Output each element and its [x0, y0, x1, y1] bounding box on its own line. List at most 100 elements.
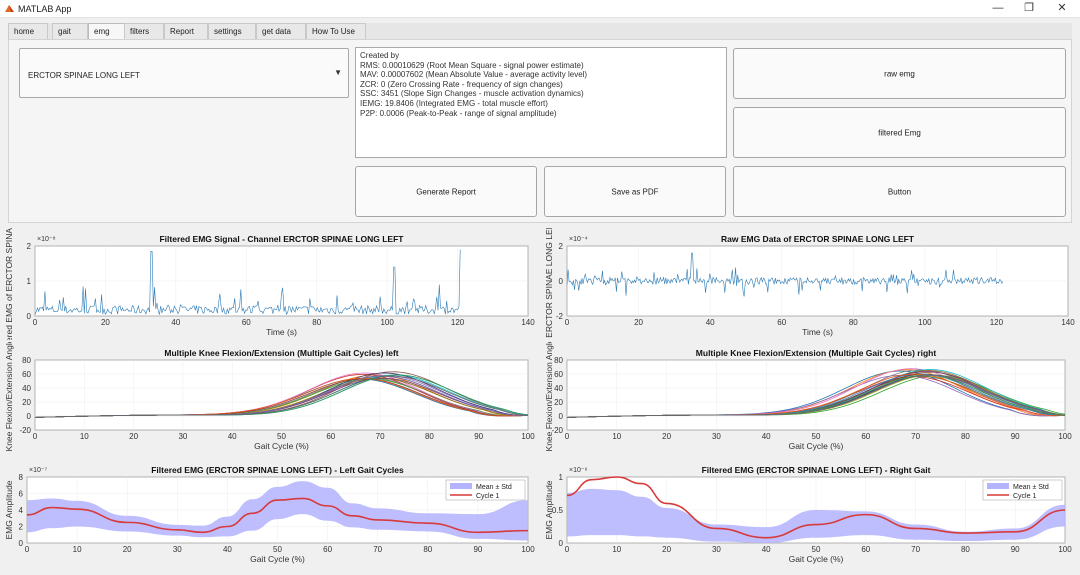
stats-line: RMS: 0.00010629 (Root Mean Square - sign…	[360, 60, 584, 70]
y-tick-label: 60	[554, 370, 563, 379]
stats-line: P2P: 0.0006 (Peak-to-Peak - range of sig…	[360, 108, 557, 118]
x-tick-label: 90	[473, 545, 482, 554]
x-tick-label: 70	[911, 432, 920, 441]
y-tick-label: 60	[22, 370, 31, 379]
gait-cycle-line	[34, 375, 529, 418]
tab-get-data[interactable]: get data	[256, 23, 306, 39]
x-tick-label: 40	[223, 545, 232, 554]
tab-filters[interactable]: filters	[124, 23, 164, 39]
maximize-button[interactable]: ❐	[1024, 2, 1034, 14]
emg-stats-textarea[interactable]: Created by RMS: 0.00010629 (Root Mean Sq…	[355, 47, 727, 158]
y-tick-label: 0	[559, 412, 564, 421]
title-bar: MATLAB App — ❐ ✕	[0, 0, 1080, 18]
x-tick-label: 40	[762, 545, 771, 554]
x-tick-label: 40	[762, 432, 771, 441]
y-axis-label: Knee Flexion/Extension Angle	[4, 342, 14, 451]
knee-flexion-right-plot[interactable]: 0 10 20 30 40 50 60 70 80 90 100-20020406080Multip…	[540, 342, 1080, 454]
x-tick-label: 60	[242, 318, 251, 327]
emg-signal-line	[34, 249, 461, 316]
matlab-icon	[5, 5, 14, 12]
tab-gait[interactable]: gait	[52, 23, 88, 39]
y-tick-label: 80	[22, 356, 31, 365]
x-tick-label: 0	[33, 318, 38, 327]
filtered-emg-signal-plot[interactable]: 0 20 40 60 80 100 120 140 0 1 2 Filtered EMG Signal…	[0, 228, 540, 340]
x-tick-label: 40	[171, 318, 180, 327]
tab-home[interactable]: home	[8, 23, 48, 39]
x-tick-label: 30	[712, 432, 721, 441]
tab-emg[interactable]: emg	[88, 23, 126, 39]
chart-title: Filtered EMG (ERCTOR SPINAE LONG LEFT) -…	[702, 465, 931, 475]
stats-line: MAV: 0.00007602 (Mean Absolute Value - a…	[360, 70, 588, 80]
y-tick-label: 1	[27, 277, 32, 286]
emg-left-gait-cycles-plot[interactable]: 0 10 20 30 40 50 60 70 80 90 100 0 2 4 6 8 Filtered EMG …	[0, 457, 540, 572]
x-tick-label: 100	[521, 432, 535, 441]
generic-button[interactable]: Button	[733, 166, 1066, 217]
x-tick-label: 20	[129, 432, 138, 441]
save-as-pdf-button[interactable]: Save as PDF	[544, 166, 726, 217]
x-tick-label: 10	[80, 432, 89, 441]
chart-title: Raw EMG Data of ERCTOR SPINAE LONG LEFT	[721, 234, 915, 244]
stats-line: SSC: 3451 (Slope Sign Changes - muscle a…	[360, 89, 584, 99]
x-tick-label: 70	[911, 545, 920, 554]
x-tick-label: 80	[312, 318, 321, 327]
x-tick-label: 0	[565, 545, 570, 554]
tab-settings[interactable]: settings	[208, 23, 256, 39]
x-tick-label: 40	[706, 318, 715, 327]
chart-title: Filtered EMG Signal - Channel ERCTOR SPI…	[159, 234, 404, 244]
axis-exponent-label: ×10⁻⁷	[29, 467, 48, 474]
channel-dropdown[interactable]: ERCTOR SPINAE LONG LEFT ▼	[19, 48, 349, 98]
x-axis-label: Gait Cycle (%)	[789, 441, 844, 451]
axis-exponent-label: ×10⁻⁴	[569, 236, 588, 243]
raw-emg-line	[566, 252, 1004, 297]
x-tick-label: 60	[777, 318, 786, 327]
y-tick-label: 2	[19, 523, 24, 532]
x-tick-label: 10	[612, 432, 621, 441]
legend-swatch-std	[450, 483, 472, 489]
x-axis-label: Gait Cycle (%)	[250, 554, 305, 564]
stats-line: Created by	[360, 51, 400, 60]
y-tick-label: 40	[22, 384, 31, 393]
y-tick-label: 2	[559, 242, 564, 251]
chevron-down-icon[interactable]: ▼	[334, 68, 342, 77]
legend-swatch-std	[987, 483, 1009, 489]
x-tick-label: 140	[1061, 318, 1075, 327]
y-tick-label: 20	[554, 398, 563, 407]
close-button[interactable]: ✕	[1057, 2, 1067, 14]
minimize-button[interactable]: —	[992, 2, 1004, 14]
x-tick-label: 70	[373, 545, 382, 554]
x-tick-label: 20	[662, 545, 671, 554]
x-tick-label: 60	[861, 545, 870, 554]
y-axis-label: ERCTOR SPINAE LONG LEF	[544, 228, 554, 338]
tab-how-to-use[interactable]: How To Use	[306, 23, 366, 39]
knee-flexion-left-plot[interactable]: 0 10 20 30 40 50 60 70 80 90 100-20020406080Multip…	[0, 342, 540, 454]
x-tick-label: 100	[521, 545, 535, 554]
x-tick-label: 0	[25, 545, 30, 554]
legend-label: Mean ± Std	[1013, 484, 1049, 491]
x-tick-label: 60	[323, 545, 332, 554]
y-tick-label: 8	[19, 473, 24, 482]
y-axis-label: Knee Flexion/Extension Angle	[544, 342, 554, 451]
generate-report-button[interactable]: Generate Report	[355, 166, 537, 217]
y-axis-label: EMG Amplitude	[4, 480, 14, 539]
channel-dropdown-value: ERCTOR SPINAE LONG LEFT	[28, 71, 140, 80]
filtered-emg-button[interactable]: filtered Emg	[733, 107, 1066, 158]
x-tick-label: 80	[425, 432, 434, 441]
tab-report[interactable]: Report	[164, 23, 208, 39]
std-band	[567, 488, 1065, 543]
y-tick-label: -2	[556, 312, 564, 321]
x-tick-label: 50	[273, 545, 282, 554]
y-tick-label: 0	[27, 312, 32, 321]
y-tick-label: -20	[19, 426, 31, 435]
raw-emg-button[interactable]: raw emg	[733, 48, 1066, 99]
x-tick-label: 90	[1011, 545, 1020, 554]
x-tick-label: 140	[521, 318, 535, 327]
y-tick-label: 6	[19, 490, 24, 499]
x-tick-label: 90	[474, 432, 483, 441]
x-tick-label: 10	[73, 545, 82, 554]
cycle-line	[26, 497, 529, 534]
x-tick-label: 70	[376, 432, 385, 441]
x-tick-label: 20	[662, 432, 671, 441]
y-tick-label: 2	[27, 242, 32, 251]
emg-right-gait-plot[interactable]: 0 10 20 30 40 50 60 70 80 90 100 0 0.5 1 Filtered EMG …	[540, 457, 1080, 572]
